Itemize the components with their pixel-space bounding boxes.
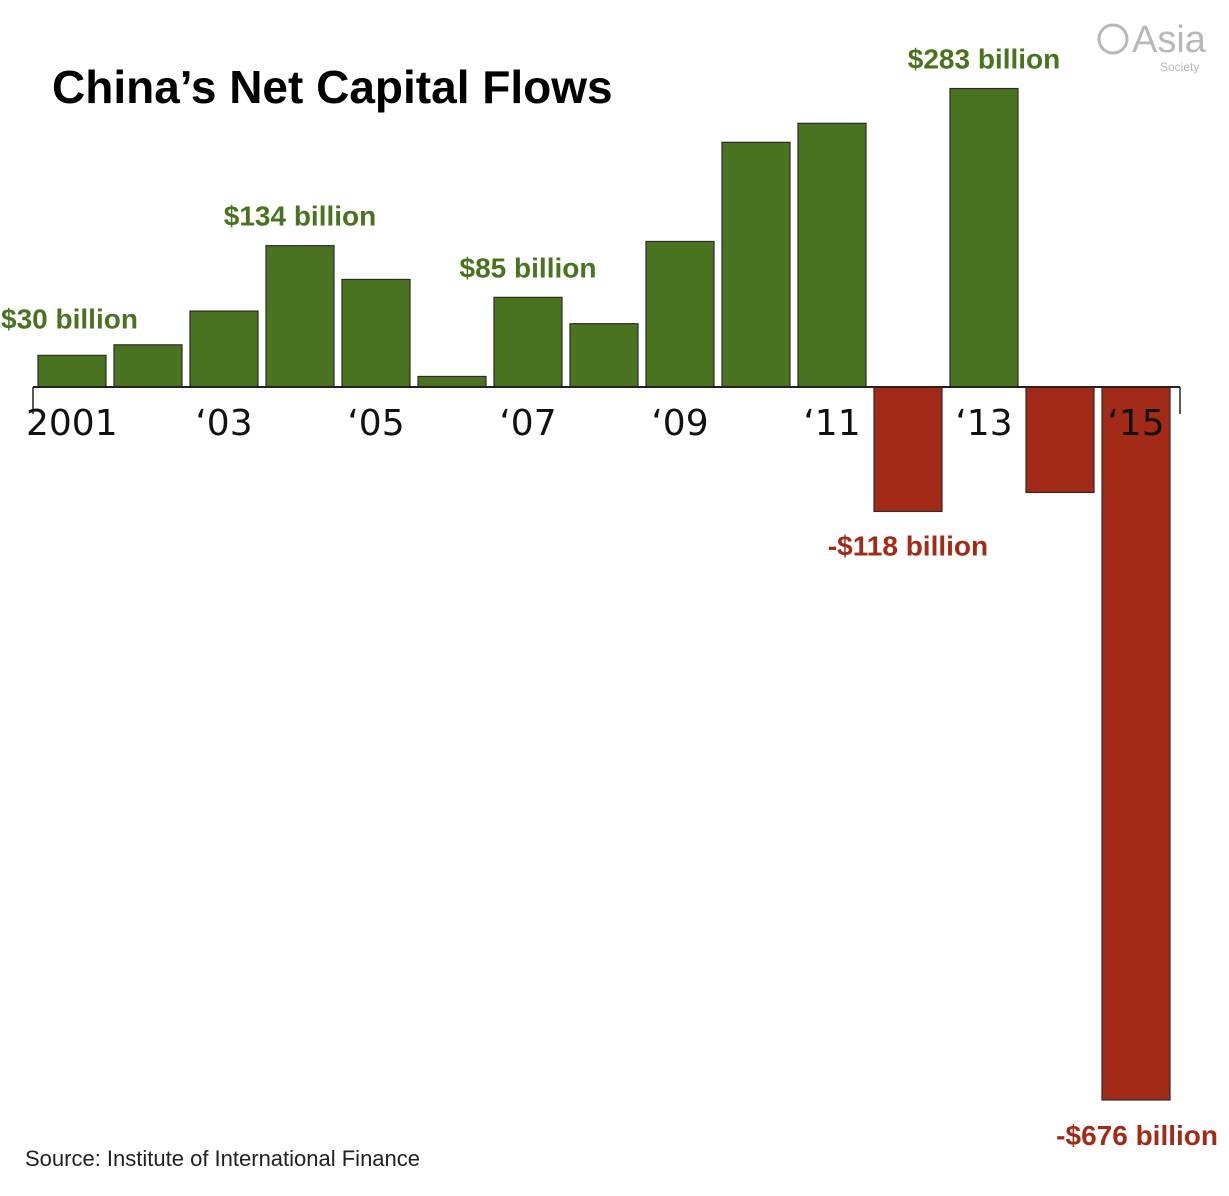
bar-2015 [1101,386,1171,1101]
data-labels: $30 billion $134 billion $85 billion -$118 … [1,44,1218,1151]
bar-2003 [189,310,259,388]
data-label-2012: -$118 billion [828,530,988,561]
bar-2011 [797,122,867,388]
source-note: Source: Institute of International Finan… [25,1146,420,1171]
bar-2012 [873,386,943,513]
x-tick-label: ‘11 [803,403,860,444]
bar-2001 [37,354,107,388]
bar-2014 [1025,386,1095,494]
data-label-2015: -$676 billion [1056,1120,1218,1151]
bar-2006 [417,375,487,388]
bar-2008 [569,323,639,388]
bar-2010 [721,141,791,388]
bar-2013 [949,87,1019,388]
logo-mark-icon [1097,23,1129,55]
x-axis [32,386,1181,414]
bar-2009 [645,240,715,388]
x-tick-labels: 2001 ‘03 ‘05 ‘07 ‘09 ‘11 ‘13 ‘15 [26,403,1165,444]
x-tick-label: ‘13 [955,403,1012,444]
x-tick-label: ‘15 [1107,403,1164,444]
chart-title: China’s Net Capital Flows [52,61,613,113]
data-label-2007: $85 billion [460,252,597,283]
bars-group [37,87,1171,1101]
bar-2005 [341,278,411,388]
x-tick-label: ‘09 [651,403,708,444]
x-tick-label: ‘03 [195,403,252,444]
x-tick-label: ‘07 [499,403,556,444]
bar-2007 [493,296,563,388]
logo-name: Asia [1132,19,1207,61]
data-label-2001: $30 billion [1,303,138,334]
x-tick-label: 2001 [26,403,118,444]
bar-2004 [265,245,335,388]
bar-2002 [113,344,183,388]
logo-sub: Society [1160,60,1199,74]
x-tick-label: ‘05 [347,403,404,444]
data-label-2004: $134 billion [224,201,377,232]
data-label-2013: $283 billion [908,44,1061,75]
asia-society-logo: Asia Society [1097,19,1207,74]
